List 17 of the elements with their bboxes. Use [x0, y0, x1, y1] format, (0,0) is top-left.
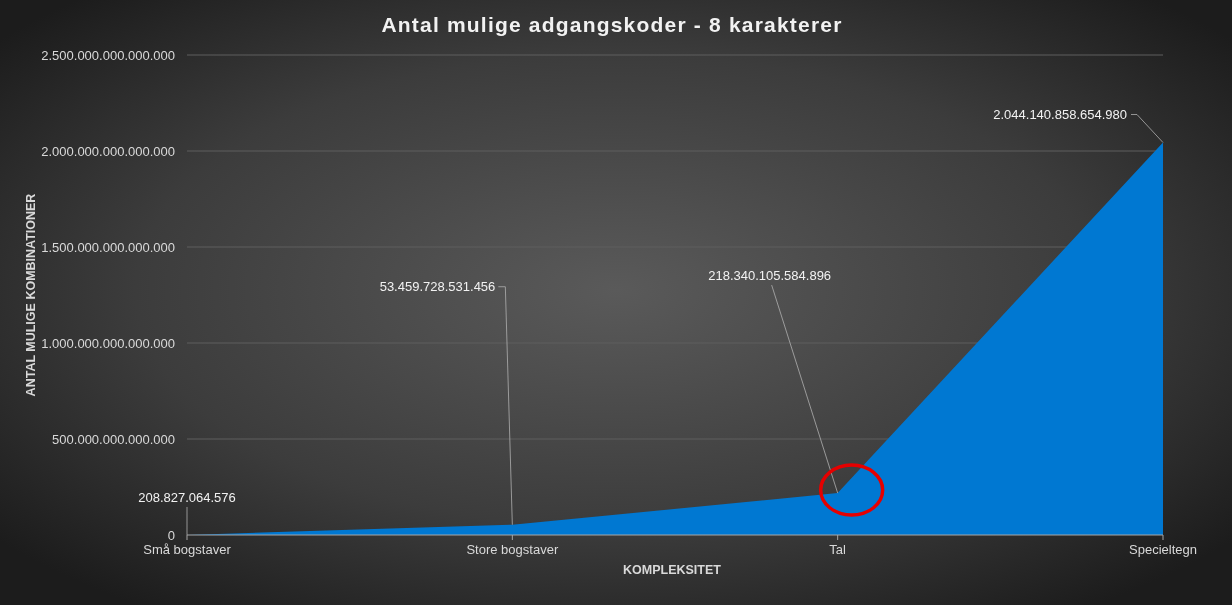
data-label: 2.044.140.858.654.980 — [993, 106, 1127, 122]
data-label: 208.827.064.576 — [138, 489, 236, 505]
data-label: 53.459.728.531.456 — [379, 278, 496, 294]
x-tick-label: Store bogstaver — [466, 542, 559, 557]
y-tick-label: 2.500.000.000.000.000 — [41, 47, 175, 63]
x-tick-label: Tal — [829, 542, 847, 557]
y-tick-label: 500.000.000.000.000 — [52, 431, 175, 447]
y-tick-label: 1.000.000.000.000.000 — [41, 335, 175, 351]
x-axis-title: KOMPLEKSITET — [623, 563, 722, 577]
chart-title: Antal mulige adgangskoder - 8 karakterer — [381, 13, 843, 36]
x-tick-label: Specieltegn — [1129, 542, 1197, 557]
x-tick-label: Små bogstaver — [143, 542, 232, 557]
y-tick-label: 0 — [167, 527, 175, 543]
y-tick-label: 2.000.000.000.000.000 — [41, 143, 175, 159]
data-label: 218.340.105.584.896 — [708, 268, 832, 284]
y-axis-title: ANTAL MULIGE KOMBINATIONER — [24, 193, 38, 397]
y-tick-label: 1.500.000.000.000.000 — [41, 239, 175, 255]
